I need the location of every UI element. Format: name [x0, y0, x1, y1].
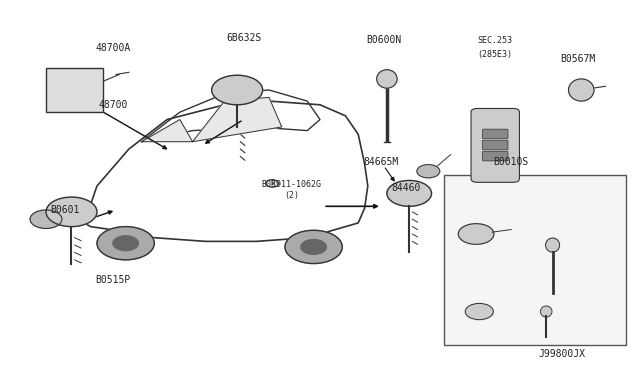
Circle shape	[301, 240, 326, 254]
Text: B0600N: B0600N	[366, 35, 401, 45]
Text: SEC.253: SEC.253	[477, 36, 513, 45]
Polygon shape	[141, 119, 193, 142]
Text: 48700: 48700	[98, 100, 127, 110]
Ellipse shape	[568, 79, 594, 101]
Polygon shape	[193, 97, 282, 142]
Text: 84665M: 84665M	[363, 157, 398, 167]
Circle shape	[465, 304, 493, 320]
Circle shape	[30, 210, 62, 228]
FancyBboxPatch shape	[46, 68, 103, 112]
Circle shape	[285, 230, 342, 263]
FancyBboxPatch shape	[471, 109, 520, 182]
Text: J99800JX: J99800JX	[539, 349, 586, 359]
Text: 48700A: 48700A	[95, 42, 131, 52]
Circle shape	[97, 227, 154, 260]
Circle shape	[387, 180, 431, 206]
Text: B0567M: B0567M	[561, 54, 596, 64]
Circle shape	[212, 75, 262, 105]
Text: B0515P: B0515P	[95, 275, 131, 285]
FancyBboxPatch shape	[483, 129, 508, 139]
Text: (2): (2)	[284, 191, 299, 200]
Ellipse shape	[540, 306, 552, 317]
Text: (285E3): (285E3)	[477, 51, 513, 60]
Text: 84460: 84460	[391, 183, 420, 193]
Ellipse shape	[545, 238, 559, 252]
Circle shape	[458, 224, 494, 244]
Text: B08911-1062G: B08911-1062G	[261, 180, 321, 189]
Text: B0601: B0601	[51, 205, 80, 215]
Text: B: B	[270, 180, 275, 186]
FancyBboxPatch shape	[483, 151, 508, 161]
Text: B0010S: B0010S	[493, 157, 529, 167]
Bar	[444, 175, 626, 345]
Circle shape	[417, 164, 440, 178]
Text: 6B632S: 6B632S	[226, 33, 261, 43]
FancyBboxPatch shape	[483, 140, 508, 150]
Ellipse shape	[377, 70, 397, 88]
Circle shape	[113, 236, 138, 251]
Circle shape	[46, 197, 97, 227]
